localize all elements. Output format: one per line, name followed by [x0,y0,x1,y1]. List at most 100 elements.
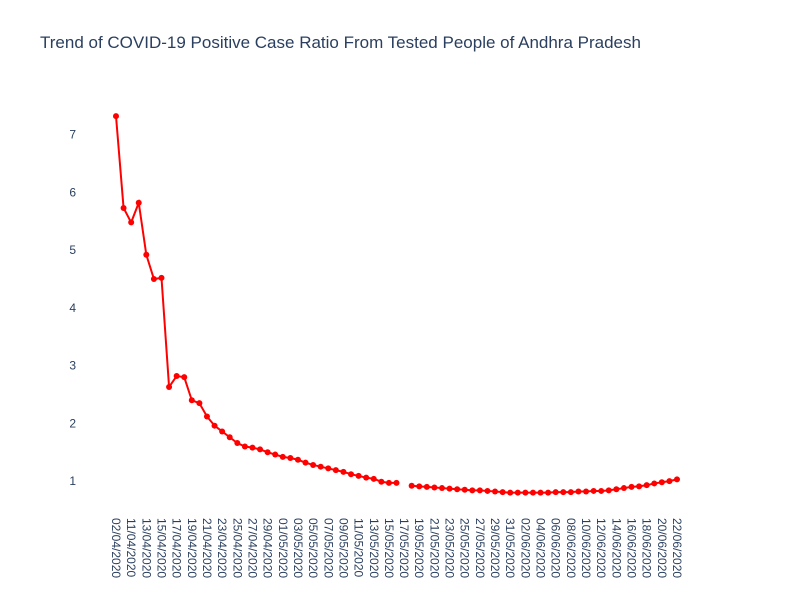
data-point[interactable] [590,487,597,494]
data-point[interactable] [628,483,635,490]
data-point[interactable] [598,487,605,494]
y-tick-label: 5 [69,243,76,257]
data-point[interactable] [469,487,476,494]
x-tick-label: 19/04/2020 [185,518,199,578]
data-point[interactable] [507,489,514,496]
data-point[interactable] [150,276,157,283]
x-tick-label: 29/04/2020 [261,518,275,578]
data-point[interactable] [113,113,119,120]
data-point[interactable] [166,384,173,390]
data-point[interactable] [332,467,339,474]
x-tick-label: 31/05/2020 [503,518,517,578]
x-tick-label: 12/06/2020 [594,518,608,578]
x-tick-label: 21/05/2020 [427,518,441,578]
data-point[interactable] [264,449,271,456]
data-point[interactable] [340,468,347,475]
data-point[interactable] [348,471,355,478]
data-point[interactable] [438,485,445,492]
data-point[interactable] [666,478,673,485]
data-point[interactable] [560,489,567,496]
x-tick-label: 29/05/2020 [488,518,502,578]
data-point[interactable] [226,434,233,441]
data-point[interactable] [446,485,453,492]
data-point[interactable] [643,482,650,489]
x-tick-label: 25/04/2020 [230,518,244,578]
x-tick-label: 25/05/2020 [458,518,472,578]
x-tick-label: 22/06/2020 [670,518,684,578]
data-point[interactable] [529,489,536,496]
data-point[interactable] [211,422,218,429]
data-point[interactable] [279,453,286,460]
data-point[interactable] [310,461,317,468]
data-point[interactable] [537,489,544,496]
data-point[interactable] [431,484,438,491]
data-point[interactable] [674,476,680,483]
data-point[interactable] [393,479,400,486]
data-point[interactable] [423,483,430,490]
data-point[interactable] [613,486,620,493]
x-tick-label: 23/05/2020 [443,518,457,578]
data-point[interactable] [272,451,279,458]
data-point[interactable] [120,204,127,211]
data-point[interactable] [416,483,423,490]
data-point[interactable] [188,397,195,404]
data-point[interactable] [241,443,248,450]
x-tick-label: 27/05/2020 [473,518,487,578]
data-point[interactable] [522,489,529,496]
data-point[interactable] [181,374,188,381]
data-point[interactable] [552,489,559,496]
data-point[interactable] [370,475,377,482]
data-point[interactable] [143,251,150,258]
x-tick-label: 15/04/2020 [154,518,168,578]
data-point[interactable] [219,428,226,435]
data-point[interactable] [378,478,385,485]
data-point[interactable] [158,274,165,281]
y-tick-label: 4 [69,301,76,315]
data-point[interactable] [294,456,301,463]
x-tick-label: 13/05/2020 [367,518,381,578]
data-point[interactable] [545,489,552,496]
data-point[interactable] [476,487,483,494]
x-tick-label: 19/05/2020 [412,518,426,578]
data-point[interactable] [249,444,256,451]
data-point[interactable] [128,219,135,226]
data-point[interactable] [363,474,370,481]
data-point[interactable] [257,446,264,453]
x-tick-label: 08/06/2020 [564,518,578,578]
x-axis-ticks: 02/04/2020 11/04/2020 13/04/2020 15/04/2020… [109,518,684,578]
data-point[interactable] [302,459,309,466]
data-point[interactable] [583,488,590,495]
data-point[interactable] [325,465,332,472]
y-tick-label: 1 [69,474,76,488]
data-point[interactable] [567,489,574,496]
data-point[interactable] [636,483,643,490]
data-point[interactable] [658,479,665,486]
data-point[interactable] [461,486,468,493]
series-line [115,116,397,484]
data-point[interactable] [499,489,506,496]
chart-title: Trend of COVID-19 Positive Case Ratio Fr… [40,33,641,52]
data-point[interactable] [605,487,612,494]
x-tick-label: 13/04/2020 [139,518,153,578]
data-point[interactable] [203,413,210,420]
x-tick-label: 18/06/2020 [640,518,654,578]
data-point[interactable] [355,472,362,479]
data-point[interactable] [173,373,180,380]
data-point[interactable] [575,488,582,495]
data-point[interactable] [408,482,415,489]
x-tick-label: 17/05/2020 [397,518,411,578]
data-point[interactable] [317,463,324,470]
data-point[interactable] [620,485,627,492]
data-point[interactable] [514,489,521,496]
data-point[interactable] [234,440,241,447]
data-point[interactable] [385,479,392,486]
data-point[interactable] [196,400,203,407]
data-point[interactable] [135,199,142,206]
data-point[interactable] [484,487,491,494]
data-point[interactable] [492,488,499,495]
x-tick-label: 11/04/2020 [124,518,138,577]
data-point[interactable] [651,480,658,487]
x-tick-label: 02/06/2020 [518,518,532,578]
data-point[interactable] [454,486,461,493]
data-point[interactable] [287,455,294,462]
